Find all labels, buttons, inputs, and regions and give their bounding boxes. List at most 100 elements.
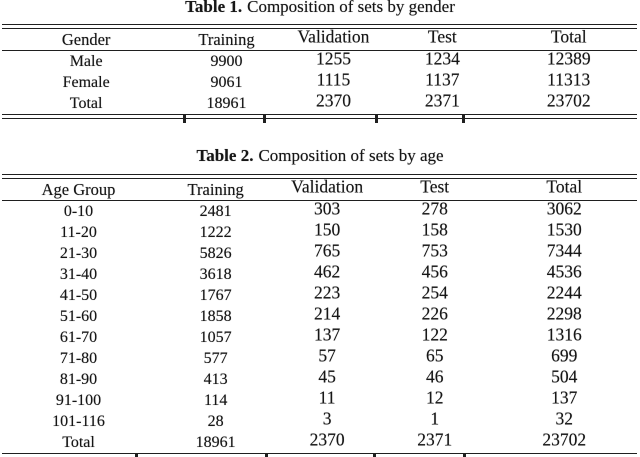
- column-header: Validation: [297, 26, 370, 47]
- table-cell: 137: [551, 387, 578, 408]
- table-cell: 61-70: [59, 328, 98, 346]
- table1-caption: Table 1. Composition of sets by gender: [0, 0, 640, 16]
- table-row: 21-30 5826 765 753 7344: [2, 240, 637, 264]
- table-cell: 1222: [199, 223, 232, 241]
- table-cell: 11313: [547, 69, 591, 90]
- table-cell: 1: [430, 408, 440, 429]
- table-cell: 4536: [546, 261, 582, 282]
- table-cell: 150: [313, 219, 341, 240]
- column-divider-tick: [263, 114, 266, 123]
- table-cell: 303: [313, 198, 341, 219]
- gender-table-body: Male 9900 1255 1234 12389 Female 9061 1115 1137 1…: [2, 48, 637, 115]
- table-cell: 2370: [315, 90, 351, 111]
- table2-bottom-rule: [2, 453, 637, 457]
- table1-caption-text: Composition of sets by gender: [247, 0, 455, 16]
- table-cell: 577: [203, 349, 228, 367]
- table-cell: 2370: [309, 429, 345, 450]
- table2-caption-label: Table 2.: [196, 146, 254, 165]
- table-cell: Total: [69, 94, 103, 112]
- table-cell: 214: [313, 303, 341, 324]
- table-cell: 699: [551, 345, 578, 366]
- table-row: Total 18961 2370 2371 23702: [2, 429, 637, 453]
- table1-top-rule: [2, 24, 637, 29]
- table-cell: 23702: [546, 90, 591, 111]
- table-cell: 114: [203, 391, 228, 409]
- table-cell: 45: [318, 366, 336, 387]
- table-cell: 122: [421, 324, 448, 345]
- table-row: Male 9900 1255 1234 12389: [2, 48, 637, 73]
- column-header: Training: [187, 179, 244, 199]
- table1-bottom-rule: [2, 114, 637, 123]
- table-row: Female 9061 1115 1137 11313: [2, 69, 637, 93]
- table-cell: 462: [313, 261, 341, 282]
- table-cell: 1530: [546, 219, 582, 240]
- table-cell: 223: [313, 282, 341, 303]
- table-cell: 12389: [546, 48, 591, 69]
- column-header: Total: [550, 26, 587, 47]
- column-header: Test: [420, 176, 450, 197]
- table-cell: 12: [425, 387, 444, 408]
- table-cell: 2244: [546, 282, 582, 303]
- table-cell: Female: [62, 73, 110, 91]
- column-header: Test: [427, 26, 457, 47]
- table-cell: 226: [421, 303, 448, 324]
- table-cell: 1767: [199, 286, 232, 304]
- table-cell: 278: [421, 198, 448, 219]
- table-cell: 71-80: [59, 349, 98, 367]
- table-cell: 46: [425, 366, 444, 387]
- table-cell: 3062: [546, 198, 582, 219]
- table-cell: 18961: [195, 433, 236, 451]
- table-cell: 9900: [210, 52, 243, 70]
- table-cell: 1858: [199, 307, 232, 325]
- table-cell: 41-50: [59, 286, 98, 304]
- table-row: 61-70 1057 137 122 1316: [2, 324, 637, 348]
- table-row: Total 18961 2370 2371 23702: [2, 90, 637, 114]
- table2-caption-text: Composition of sets by age: [258, 146, 444, 165]
- table-row: 31-40 3618 462 456 4536: [2, 261, 637, 285]
- table2-caption: Table 2. Composition of sets by age: [0, 146, 640, 165]
- table-cell: 11: [318, 387, 336, 408]
- table-cell: 3: [322, 408, 332, 429]
- table-cell: 137: [313, 324, 341, 345]
- table-cell: 1255: [315, 48, 351, 69]
- table-cell: 1316: [546, 324, 582, 345]
- table-cell: 1137: [425, 69, 460, 90]
- table-cell: 31-40: [59, 265, 98, 283]
- table-cell: 1234: [424, 48, 460, 69]
- column-header: Age Group: [41, 179, 116, 199]
- table1-caption-label: Table 1.: [185, 0, 243, 16]
- table-row: 41-50 1767 223 254 2244: [2, 282, 637, 306]
- column-divider-tick: [265, 453, 268, 457]
- column-header: Total: [546, 176, 583, 197]
- column-divider-tick: [183, 114, 186, 123]
- age-table: Age Group Training Validation Test Total 0-1…: [2, 176, 637, 454]
- table-cell: 504: [551, 366, 578, 387]
- column-divider-tick: [463, 453, 466, 457]
- table-cell: 23702: [542, 429, 587, 450]
- table-row: 101-116 28 3 1 32: [2, 408, 637, 432]
- table-cell: 753: [421, 240, 448, 261]
- column-divider-tick: [373, 453, 376, 457]
- table-cell: 765: [313, 240, 341, 261]
- age-table-body: 0-10 2481 303 278 3062 11-20 1222 150 158 1530 21-…: [2, 198, 637, 454]
- table-row: 91-100 114 11 12 137: [2, 387, 637, 411]
- table-cell: 413: [203, 370, 228, 388]
- table-cell: 101-116: [52, 412, 105, 430]
- table-cell: 158: [421, 219, 448, 240]
- column-header: Training: [198, 29, 255, 49]
- table-row: 71-80 577 57 65 699: [2, 345, 637, 369]
- table-cell: 1115: [316, 69, 351, 90]
- column-divider-tick: [462, 114, 465, 123]
- table-cell: 11-20: [60, 223, 97, 241]
- table-row: 81-90 413 45 46 504: [2, 366, 637, 390]
- table-cell: 2298: [546, 303, 582, 324]
- table-cell: 81-90: [59, 370, 98, 388]
- table-cell: 9061: [210, 73, 243, 91]
- column-header: Validation: [291, 176, 364, 197]
- table-row: 51-60 1858 214 226 2298: [2, 303, 637, 327]
- table-cell: 254: [421, 282, 448, 303]
- table-cell: 21-30: [59, 244, 98, 262]
- table-cell: 7344: [546, 240, 582, 261]
- table-row: 0-10 2481 303 278 3062: [2, 198, 637, 223]
